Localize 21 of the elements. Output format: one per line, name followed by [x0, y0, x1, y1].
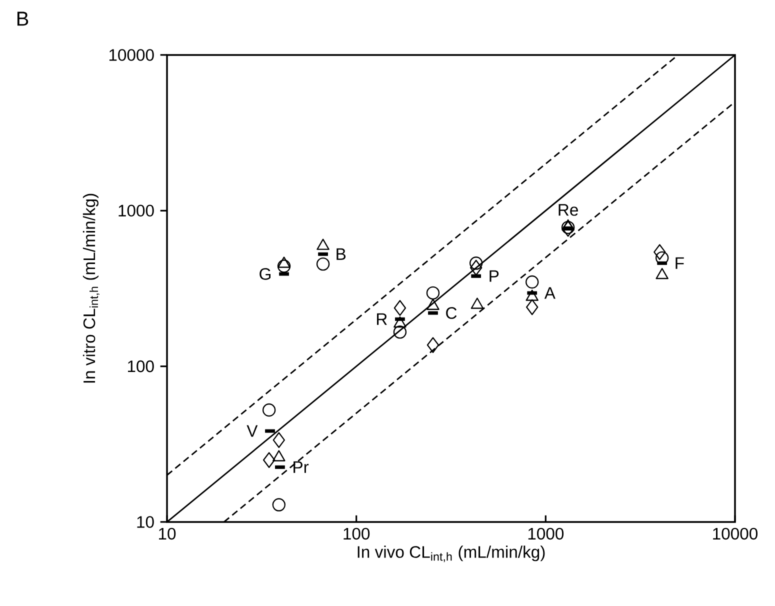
annotation: F — [676, 257, 684, 269]
annotation: P — [490, 270, 499, 282]
y-tick-label: 10 — [137, 516, 154, 528]
y-tick-label: 10000 — [109, 49, 154, 61]
y-axis-title: In vitro CL$_{int,h}$ (mL/min/kg) — [82, 194, 100, 383]
annotation: Re — [558, 204, 578, 216]
x-tick-label: 10 — [159, 528, 176, 540]
annotation: A — [544, 287, 556, 299]
y-tick-label: 100 — [128, 360, 154, 372]
text: B — [17, 12, 28, 26]
y-tick-label: 1000 — [118, 204, 154, 217]
annotation: B — [336, 248, 346, 260]
annotation: R — [377, 313, 387, 325]
annotation: V — [246, 425, 258, 437]
x-tick-label: 1000 — [528, 528, 564, 540]
x-axis-title: In vivo CL$_{int,h}$ (mL/min/kg) — [358, 546, 545, 562]
x-tick-label: 100 — [344, 528, 370, 540]
annotation: Pr — [294, 461, 309, 473]
annotation: C — [446, 307, 457, 319]
x-tick-label: 10000 — [713, 528, 758, 540]
annotation: G — [260, 268, 270, 280]
